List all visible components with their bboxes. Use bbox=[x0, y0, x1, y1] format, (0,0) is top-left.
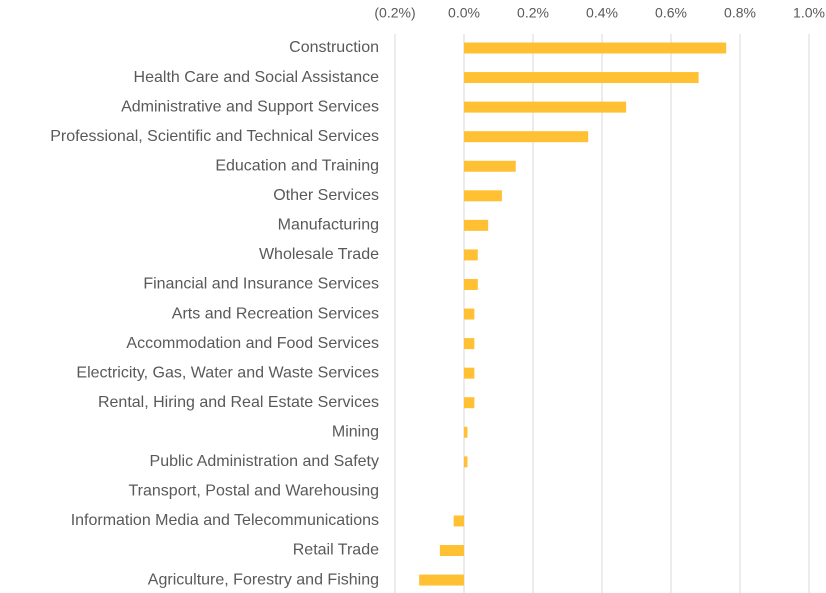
y-tick-label: Health Care and Social Assistance bbox=[134, 69, 380, 86]
y-tick-label: Administrative and Support Services bbox=[121, 98, 379, 115]
x-tick-label: 0.2% bbox=[517, 5, 549, 21]
bar bbox=[464, 456, 468, 468]
bar bbox=[464, 308, 475, 320]
bar bbox=[464, 367, 475, 379]
x-tick-label: 0.6% bbox=[655, 5, 687, 21]
bar bbox=[464, 426, 468, 438]
bar bbox=[464, 190, 502, 202]
y-tick-label: Arts and Recreation Services bbox=[172, 305, 379, 322]
y-tick-label: Electricity, Gas, Water and Waste Servic… bbox=[76, 364, 379, 381]
bar bbox=[464, 397, 475, 409]
y-tick-label: Mining bbox=[332, 423, 379, 440]
bar bbox=[419, 574, 464, 586]
bar bbox=[464, 131, 589, 143]
y-tick-label: Public Administration and Safety bbox=[150, 453, 379, 470]
y-tick-label: Accommodation and Food Services bbox=[126, 335, 379, 352]
y-tick-label: Transport, Postal and Warehousing bbox=[129, 483, 380, 500]
y-tick-label: Professional, Scientific and Technical S… bbox=[50, 128, 379, 145]
y-tick-label: Agriculture, Forestry and Fishing bbox=[148, 571, 379, 588]
x-tick-label: 0.4% bbox=[586, 5, 618, 21]
bar bbox=[464, 338, 475, 350]
bar bbox=[464, 101, 627, 113]
x-tick-label: 0.8% bbox=[724, 5, 756, 21]
y-tick-label: Retail Trade bbox=[293, 542, 379, 559]
bar bbox=[453, 515, 464, 527]
bar bbox=[439, 545, 464, 557]
bar bbox=[464, 219, 489, 231]
y-tick-label: Wholesale Trade bbox=[259, 246, 379, 263]
bar bbox=[464, 278, 478, 290]
bar bbox=[464, 42, 727, 54]
y-tick-label: Financial and Insurance Services bbox=[143, 276, 379, 293]
y-tick-label: Information Media and Telecommunications bbox=[71, 512, 379, 529]
bar bbox=[464, 160, 516, 172]
y-tick-label: Other Services bbox=[273, 187, 379, 204]
bar bbox=[464, 249, 478, 261]
y-tick-label: Construction bbox=[289, 39, 379, 56]
x-tick-label: (0.2%) bbox=[374, 5, 415, 21]
x-tick-label: 1.0% bbox=[793, 5, 825, 21]
y-tick-label: Education and Training bbox=[215, 157, 379, 174]
bar bbox=[464, 72, 699, 84]
x-tick-label: 0.0% bbox=[448, 5, 480, 21]
y-tick-label: Rental, Hiring and Real Estate Services bbox=[98, 394, 379, 411]
y-tick-label: Manufacturing bbox=[278, 217, 379, 234]
